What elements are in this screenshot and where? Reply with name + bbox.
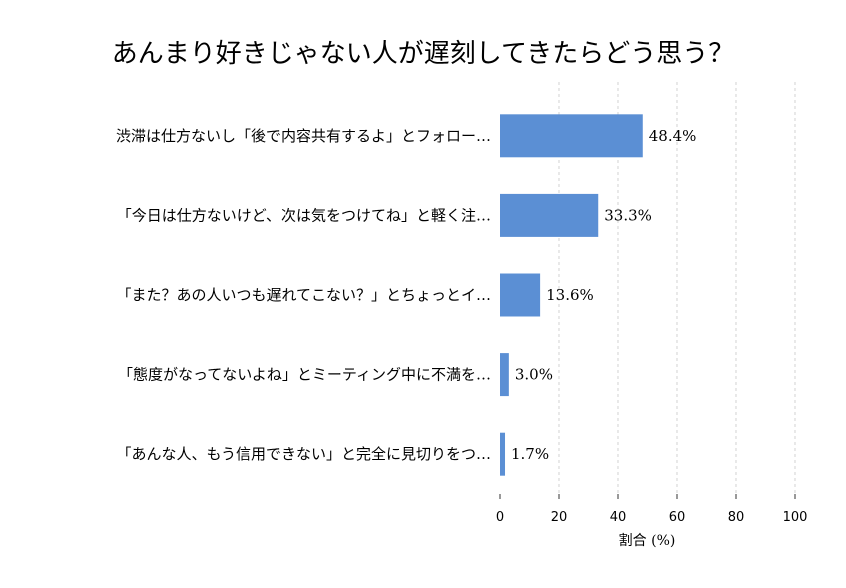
category-label: 「あんな人、もう信用できない」と完全に見切りをつ… — [116, 445, 491, 463]
bar — [500, 273, 541, 317]
x-tick-label: 40 — [610, 510, 627, 525]
x-tick-label: 100 — [783, 510, 808, 525]
value-label: 13.6% — [546, 286, 594, 304]
bars — [500, 114, 643, 476]
value-label: 1.7% — [511, 445, 549, 463]
x-tick-label: 20 — [551, 510, 568, 525]
x-axis-ticks: 0 20 40 60 80 100 — [496, 494, 808, 525]
value-label: 3.0% — [515, 366, 553, 384]
category-label: 「また？あの人いつも遅れてこない？」とちょっとイ… — [116, 286, 491, 304]
bar — [500, 353, 509, 397]
bar — [500, 432, 506, 476]
x-axis-label: 割合 (%) — [619, 532, 676, 549]
x-tick-label: 60 — [669, 510, 686, 525]
x-tick-label: 0 — [496, 510, 504, 525]
category-label: 「態度がなってないよね」とミーティング中に不満を… — [118, 366, 491, 384]
x-tick-label: 80 — [728, 510, 745, 525]
bar — [500, 114, 643, 158]
value-label: 48.4% — [649, 127, 697, 145]
category-label: 「今日は仕方ないけど、次は気をつけてね」と軽く注… — [117, 206, 491, 224]
category-labels: 渋滞は仕方ないし「後で内容共有するよ」とフォロー… 「今日は仕方ないけど、次は気を… — [116, 127, 491, 463]
chart-title: あんまり好きじゃない人が遅刻してきたらどう思う？ — [112, 39, 734, 69]
bar — [500, 193, 599, 237]
value-label: 33.3% — [604, 206, 652, 224]
value-labels: 48.4% 33.3% 13.6% 3.0% 1.7% — [511, 127, 696, 463]
category-label: 渋滞は仕方ないし「後で内容共有するよ」とフォロー… — [116, 127, 491, 145]
